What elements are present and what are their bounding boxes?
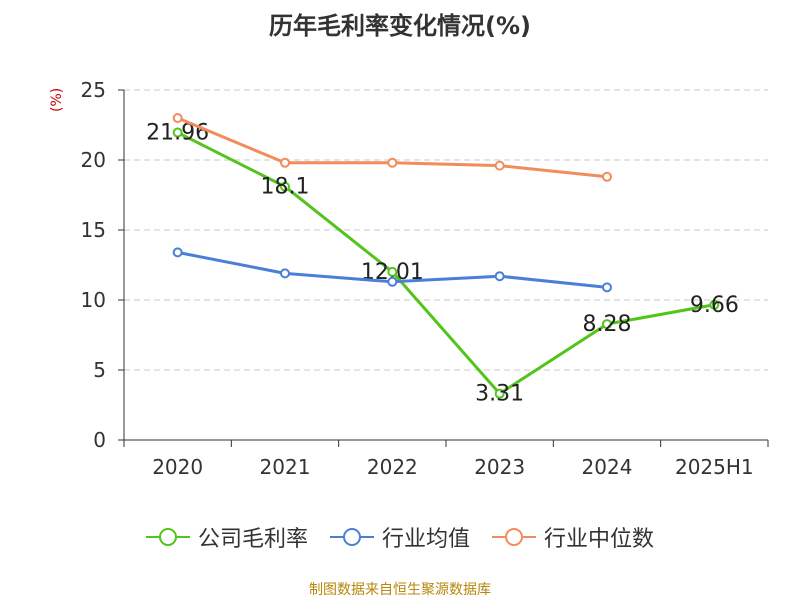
x-tick-label: 2020 xyxy=(152,455,203,479)
chart-title: 历年毛利率变化情况(%) xyxy=(269,12,531,40)
legend-item-company[interactable]: 公司毛利率 xyxy=(145,521,308,553)
source-note: 制图数据来自恒生聚源数据库 xyxy=(309,582,491,598)
legend-item-industry-avg[interactable]: 行业均值 xyxy=(329,521,470,553)
series-line-0 xyxy=(176,131,715,396)
y-tick-label: 20 xyxy=(81,148,106,172)
legend-marker-company xyxy=(145,528,190,546)
series-line-2 xyxy=(177,116,608,179)
x-tick-label: 2022 xyxy=(367,455,418,479)
data-point-series-2 xyxy=(172,113,183,123)
legend-label-company: 公司毛利率 xyxy=(197,527,308,552)
legend-marker-industry-avg xyxy=(329,528,374,546)
x-tick-label: 2021 xyxy=(260,455,311,479)
data-point-series-1 xyxy=(602,282,612,293)
data-label: 18.1 xyxy=(261,175,310,200)
data-point-series-1 xyxy=(280,268,290,279)
data-point-series-2 xyxy=(602,171,612,182)
data-point-series-1 xyxy=(494,271,505,282)
y-tick-label: 25 xyxy=(81,78,106,102)
data-point-series-2 xyxy=(280,157,290,168)
data-point-series-1 xyxy=(387,276,398,287)
data-point-series-0 xyxy=(709,299,720,310)
x-tick-label: 2025H1 xyxy=(675,455,754,479)
y-tick-label: 0 xyxy=(93,428,106,452)
data-point-series-0 xyxy=(494,388,505,399)
data-label: 9.66 xyxy=(690,293,739,318)
data-point-series-0 xyxy=(280,181,290,192)
data-point-series-2 xyxy=(494,160,505,171)
chart-legend: 公司毛利率 行业均值 行业中位数 xyxy=(0,521,800,553)
data-point-series-0 xyxy=(172,127,183,138)
x-tick-label: 2024 xyxy=(582,455,633,479)
data-label: 3.31 xyxy=(475,382,524,407)
legend-marker-industry-median xyxy=(492,528,536,546)
data-label: 21.96 xyxy=(146,121,209,146)
legend-label-industry-avg: 行业均值 xyxy=(381,527,470,552)
legend-item-industry-median[interactable]: 行业中位数 xyxy=(492,521,654,553)
data-point-series-1 xyxy=(172,247,183,258)
y-tick-label: 15 xyxy=(81,218,106,242)
y-tick-label: 5 xyxy=(93,358,106,382)
legend-label-industry-median: 行业中位数 xyxy=(544,527,655,552)
data-point-series-2 xyxy=(387,157,398,168)
y-tick-label: 10 xyxy=(81,288,106,312)
data-point-series-0 xyxy=(602,319,612,330)
data-point-series-0 xyxy=(387,266,398,277)
x-tick-label: 2023 xyxy=(474,455,525,479)
data-label: 8.28 xyxy=(583,312,632,337)
